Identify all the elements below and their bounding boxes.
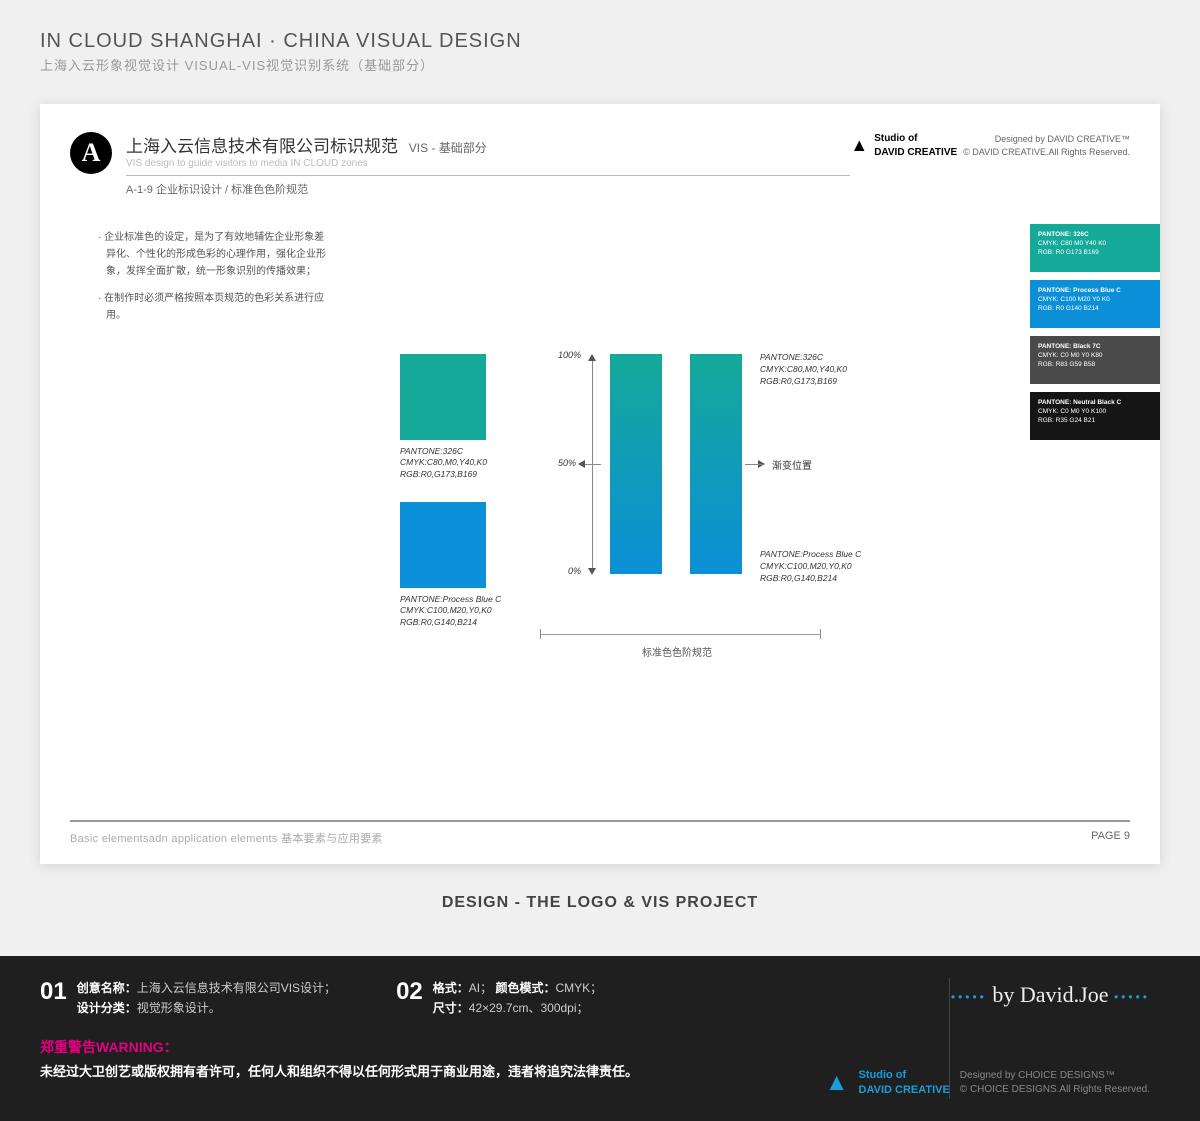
swatch-gray: PANTONE: Black 7C CMYK: C0 M0 Y0 K80 RGB…	[1030, 336, 1160, 384]
section-badge: A	[70, 132, 112, 174]
callout-top: PANTONE:326C CMYK:C80,M0,Y40,K0 RGB:R0,G…	[760, 352, 920, 388]
footer-block-1: 01 创意名称：上海入云信息技术有限公司VIS设计； 设计分类：视觉形象设计。	[40, 978, 336, 1019]
studio-credit: Designed by DAVID CREATIVE™ © DAVID CREA…	[963, 133, 1130, 157]
studio-mark: ▲ Studio of DAVID CREATIVE Designed by D…	[850, 132, 1130, 159]
studio-line1: Studio of	[874, 133, 917, 144]
section-code: A-1-9 企业标识设计 / 标准色色阶规范	[126, 181, 850, 197]
solid-swatch-teal	[400, 354, 486, 440]
footer-studio-icon: ▲	[825, 1067, 849, 1099]
page-subtitle: 上海入云形象视觉设计 VISUAL-VIS视觉识别系统（基础部分）	[40, 55, 1160, 74]
footer-num-1: 01	[40, 978, 67, 1006]
f2-l1b-label: 颜色模式：	[495, 981, 555, 995]
swatch-cmyk: CMYK: C100 M20 Y0 K0	[1038, 296, 1152, 305]
tick-50: 50%	[558, 458, 576, 468]
sheet-header: A 上海入云信息技术有限公司标识规范 VIS - 基础部分 VIS design…	[70, 132, 1130, 197]
arrow-up-icon	[588, 354, 596, 361]
swatch-cmyk: CMYK: C80 M0 Y40 K0	[1038, 240, 1152, 249]
tick-0: 0%	[568, 566, 581, 576]
swatch-rgb: RGB: R0 G140 B214	[1038, 305, 1152, 314]
arrow-down-icon	[588, 568, 596, 575]
signature: ••••• by David.Joe •••••	[951, 982, 1150, 1008]
sheet-title-main: 上海入云信息技术有限公司标识规范	[126, 137, 398, 156]
warning-title: 郑重警告WARNING：	[40, 1037, 1160, 1057]
arrow-left-icon	[578, 460, 585, 468]
f2-l1-val: AI；	[469, 981, 492, 995]
mid-note: 渐变位置	[772, 457, 812, 472]
f2-l2-val: 42×29.7cm、300dpi；	[469, 1001, 589, 1015]
studio-line2: DAVID CREATIVE	[874, 147, 957, 158]
studio-credit-2: © DAVID CREATIVE.All Rights Reserved.	[963, 147, 1130, 157]
bottom-rule-tick-l	[540, 629, 541, 639]
solid-swatch-teal-label: PANTONE:326C CMYK:C80,M0,Y40,K0 RGB:R0,G…	[400, 446, 550, 480]
swatch-black: PANTONE: Neutral Black C CMYK: C0 M0 Y0 …	[1030, 392, 1160, 440]
studio-logo-icon: ▲	[850, 133, 868, 157]
bottom-rule-tick-r	[820, 629, 821, 639]
solid-swatch-blue	[400, 502, 486, 588]
footer-studio-l2: DAVID CREATIVE	[859, 1084, 950, 1096]
swatch-cmyk: CMYK: C0 M0 Y0 K80	[1038, 352, 1152, 361]
f2-l1b-val: CMYK；	[555, 981, 602, 995]
page-number: PAGE 9	[1091, 830, 1130, 846]
swatch-pantone: PANTONE: Black 7C	[1038, 343, 1152, 352]
callout-bottom: PANTONE:Process Blue C CMYK:C100,M20,Y0,…	[760, 549, 920, 585]
signature-text: by David.Joe	[992, 982, 1108, 1007]
signature-dots-l: •••••	[951, 990, 987, 1004]
studio-credit-1: Designed by DAVID CREATIVE™	[995, 134, 1130, 144]
f1-l1-val: 上海入云信息技术有限公司VIS设计；	[137, 981, 336, 995]
title-rule	[126, 175, 850, 176]
sheet-title-tag: VIS - 基础部分	[409, 141, 487, 155]
page-header: IN CLOUD SHANGHAI · CHINA VISUAL DESIGN …	[0, 0, 1200, 84]
footer-lines-1: 创意名称：上海入云信息技术有限公司VIS设计； 设计分类：视觉形象设计。	[77, 978, 336, 1019]
swatch-blue: PANTONE: Process Blue C CMYK: C100 M20 Y…	[1030, 280, 1160, 328]
intro-p2: · 在制作时必须严格按照本页规范的色彩关系进行应用。	[98, 290, 328, 324]
dark-footer: 01 创意名称：上海入云信息技术有限公司VIS设计； 设计分类：视觉形象设计。 …	[0, 956, 1200, 1121]
mid-caption: DESIGN - THE LOGO & VIS PROJECT	[0, 894, 1200, 912]
footer-studio-cr2: © CHOICE DESIGNS.All Rights Reserved.	[960, 1084, 1150, 1095]
sheet-title: 上海入云信息技术有限公司标识规范 VIS - 基础部分	[126, 132, 850, 157]
footer-studio-l1: Studio of	[859, 1069, 907, 1081]
footer-studio-name: Studio of DAVID CREATIVE	[859, 1068, 950, 1098]
intro-p1: · 企业标准色的设定，是为了有效地辅佐企业形象差异化、个性化的形成色彩的心理作用…	[98, 229, 328, 280]
footer-studio-mark: ▲ Studio of DAVID CREATIVE Designed by C…	[825, 1067, 1150, 1099]
solid-swatch-blue-label: PANTONE:Process Blue C CMYK:C100,M20,Y0,…	[400, 594, 550, 628]
intro-text: · 企业标准色的设定，是为了有效地辅佐企业形象差异化、个性化的形成色彩的心理作用…	[98, 229, 328, 334]
mid-leader	[745, 464, 763, 465]
swatch-rgb: RGB: R0 G173 B169	[1038, 249, 1152, 258]
gradient-bar-1	[610, 354, 662, 574]
axis-tick-50	[583, 464, 601, 465]
swatch-pantone: PANTONE: Neutral Black C	[1038, 399, 1152, 408]
sheet-footer: Basic elementsadn application elements 基…	[70, 820, 1130, 846]
footer-studio-cr1: Designed by CHOICE DESIGNS™	[960, 1070, 1115, 1081]
diagram-bottom-rule	[540, 634, 820, 635]
f2-l2-label: 尺寸：	[433, 1001, 469, 1015]
footer-block-2: 02 格式：AI； 颜色模式：CMYK； 尺寸：42×29.7cm、300dpi…	[396, 978, 602, 1019]
page-title: IN CLOUD SHANGHAI · CHINA VISUAL DESIGN	[40, 30, 1160, 53]
gradient-diagram: PANTONE:326C CMYK:C80,M0,Y40,K0 RGB:R0,G…	[400, 354, 880, 684]
sheet-titles: 上海入云信息技术有限公司标识规范 VIS - 基础部分 VIS design t…	[126, 132, 850, 197]
f1-l2-val: 视觉形象设计。	[137, 1001, 221, 1015]
swatch-teal: PANTONE: 326C CMYK: C80 M0 Y40 K0 RGB: R…	[1030, 224, 1160, 272]
swatch-cmyk: CMYK: C0 M0 Y0 K100	[1038, 408, 1152, 417]
footer-studio-credit: Designed by CHOICE DESIGNS™ © CHOICE DES…	[960, 1069, 1150, 1096]
footer-lines-2: 格式：AI； 颜色模式：CMYK； 尺寸：42×29.7cm、300dpi；	[433, 978, 602, 1019]
swatch-pantone: PANTONE: Process Blue C	[1038, 287, 1152, 296]
sheet-footer-left: Basic elementsadn application elements 基…	[70, 830, 383, 846]
f1-l2-label: 设计分类：	[77, 1001, 137, 1015]
studio-mark-text: Studio of DAVID CREATIVE	[874, 132, 957, 159]
footer-num-2: 02	[396, 978, 423, 1006]
design-sheet: A 上海入云信息技术有限公司标识规范 VIS - 基础部分 VIS design…	[40, 104, 1160, 864]
sheet-title-en: VIS design to guide visitors to media IN…	[126, 158, 850, 169]
swatch-rgb: RGB: R83 G59 B58	[1038, 361, 1152, 370]
signature-dots-r: •••••	[1114, 990, 1150, 1004]
tick-100: 100%	[558, 350, 581, 360]
gradient-bar-2	[690, 354, 742, 574]
f2-l1-label: 格式：	[433, 981, 469, 995]
swatch-column: PANTONE: 326C CMYK: C80 M0 Y40 K0 RGB: R…	[1030, 224, 1160, 448]
diagram-bottom-note: 标准色色阶规范	[642, 644, 712, 659]
swatch-pantone: PANTONE: 326C	[1038, 231, 1152, 240]
swatch-rgb: RGB: R35 G24 B21	[1038, 417, 1152, 426]
f1-l1-label: 创意名称：	[77, 981, 137, 995]
